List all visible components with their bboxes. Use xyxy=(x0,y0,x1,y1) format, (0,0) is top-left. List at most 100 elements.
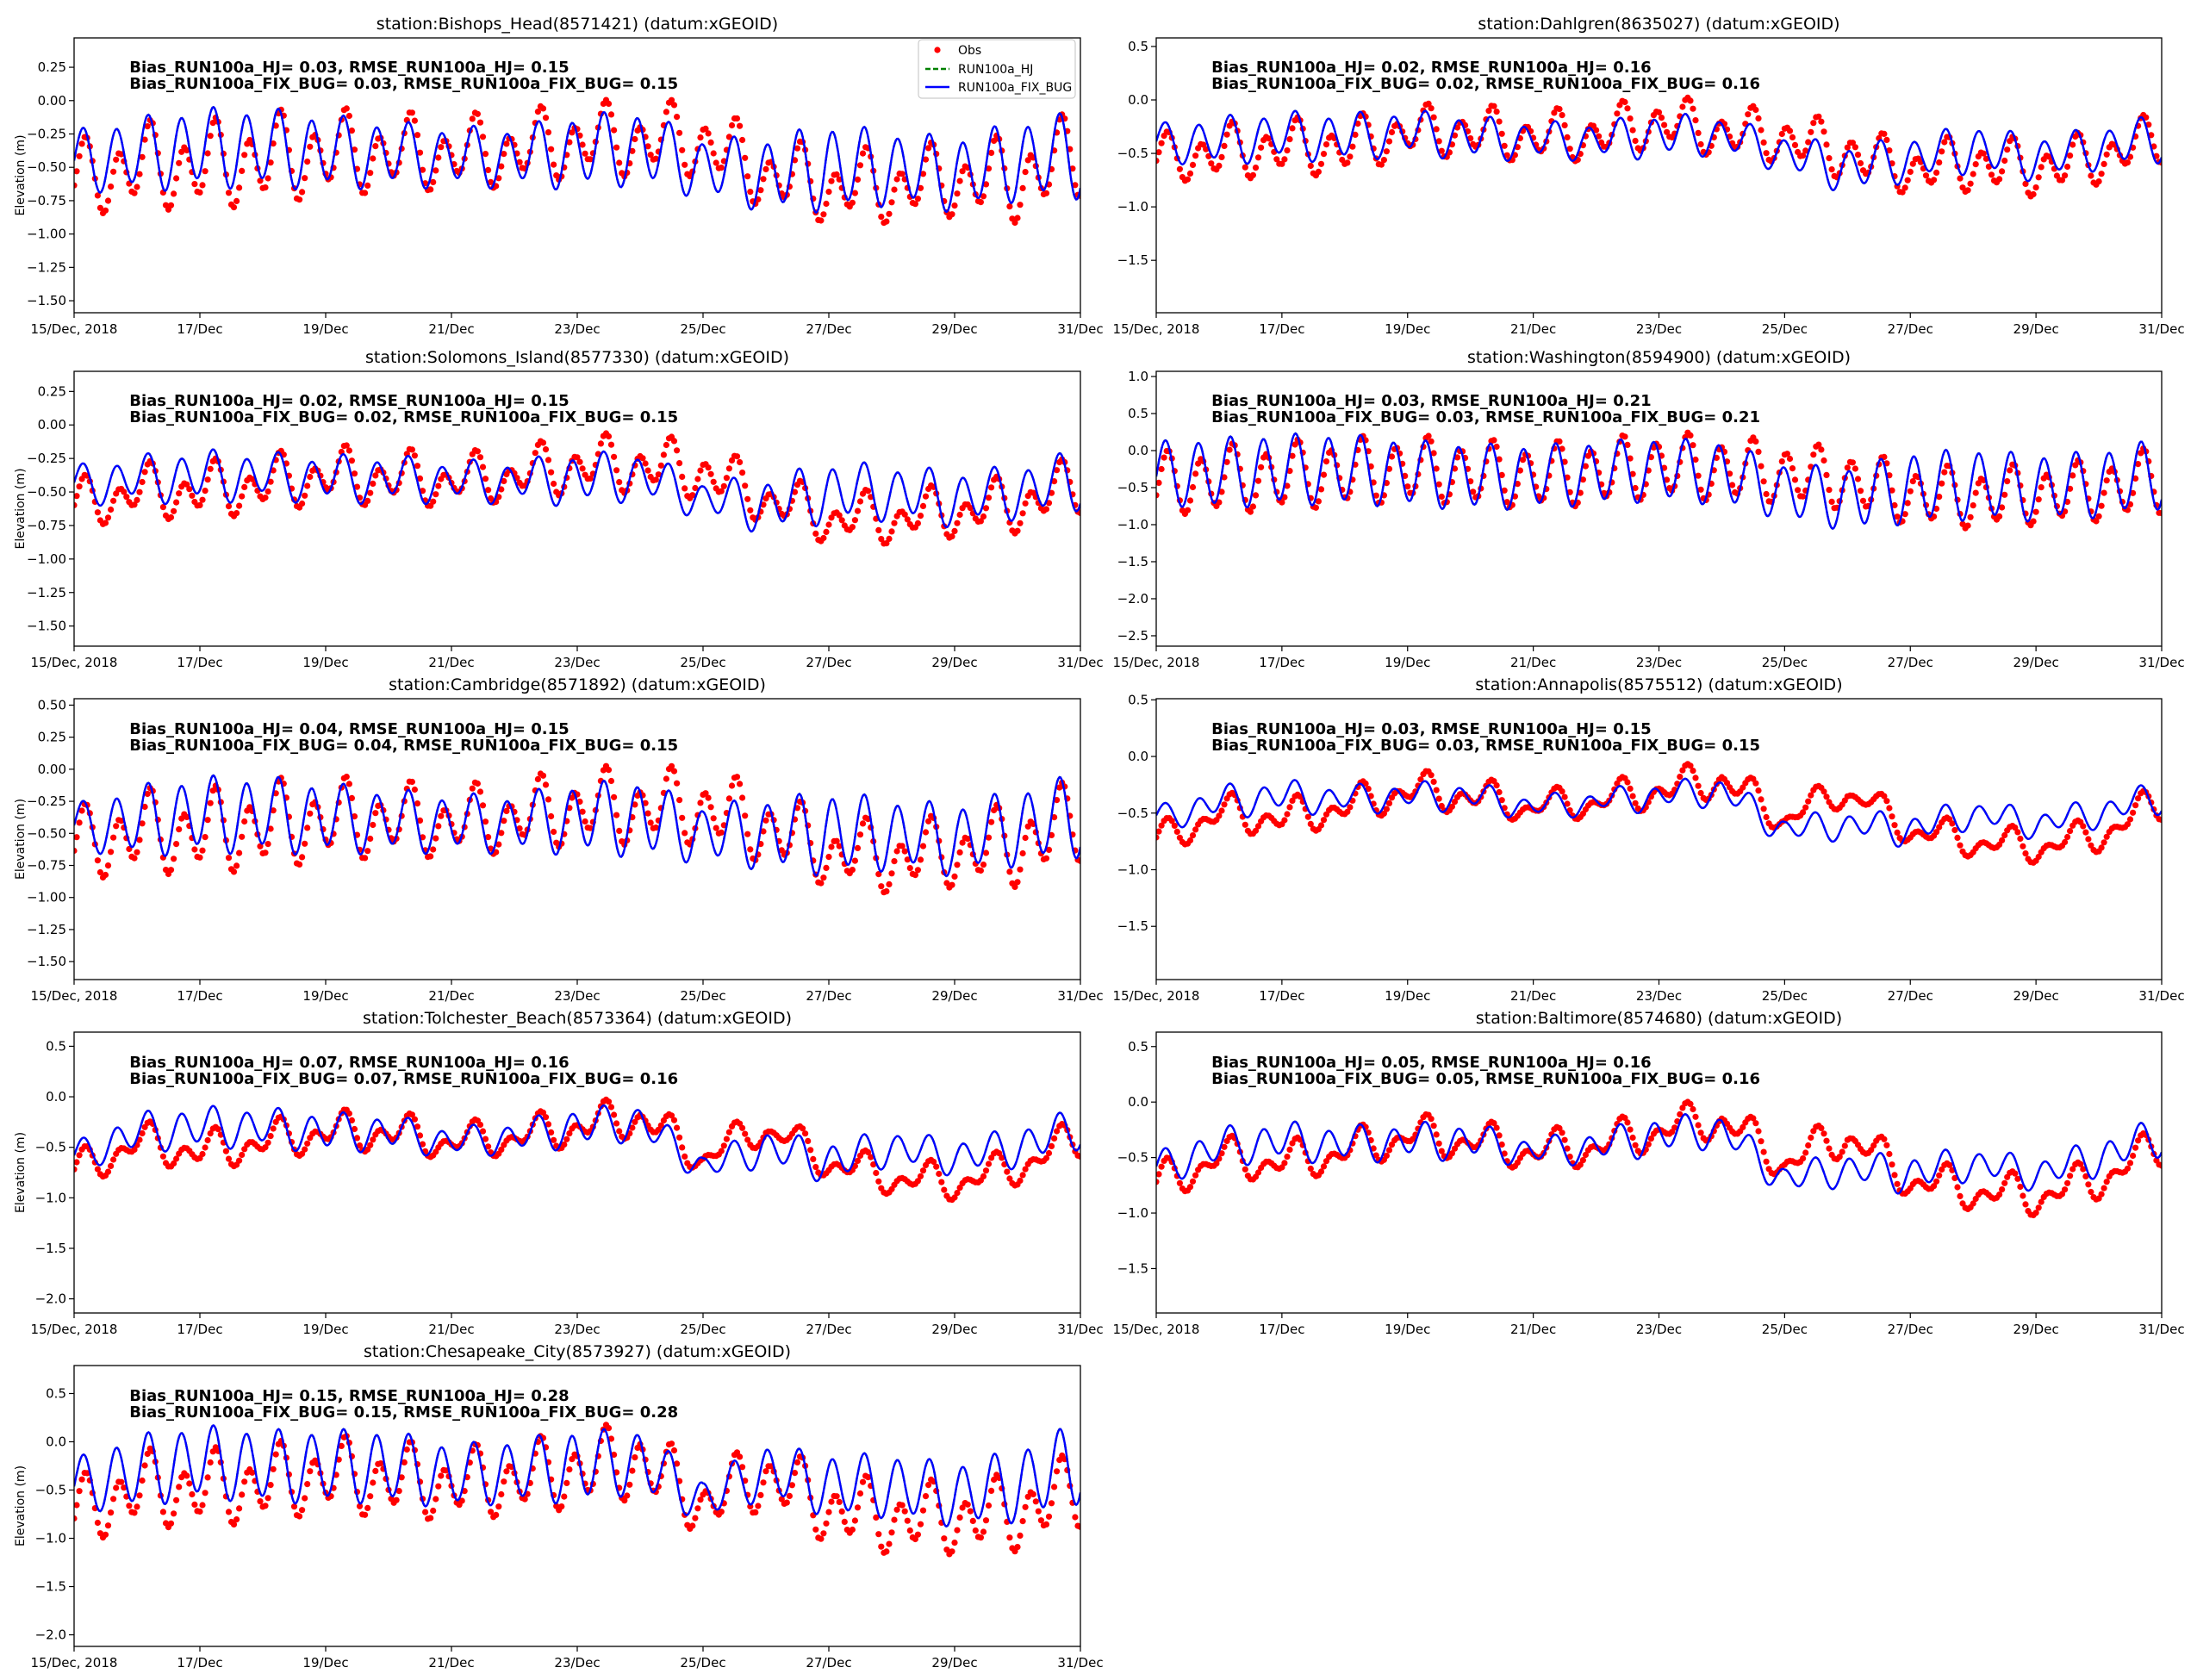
obs-point xyxy=(1755,787,1762,794)
obs-point xyxy=(2069,141,2076,148)
obs-point xyxy=(302,1495,308,1502)
obs-point xyxy=(1019,849,1026,857)
obs-point xyxy=(1859,497,1867,504)
obs-point xyxy=(1496,456,1503,463)
series-run100a-fix-bug-line xyxy=(1156,777,2162,848)
stats-annotation-hj: Bias_RUN100a_HJ= 0.04, RMSE_RUN100a_HJ= … xyxy=(129,720,569,738)
obs-point xyxy=(1493,1124,1500,1131)
obs-point xyxy=(367,170,374,177)
obs-point xyxy=(1022,1166,1029,1173)
obs-point xyxy=(2132,1144,2139,1151)
obs-point xyxy=(919,502,927,510)
obs-point xyxy=(1786,128,1794,134)
obs-point xyxy=(737,122,744,129)
obs-point xyxy=(1189,1178,1197,1185)
obs-point xyxy=(668,762,675,769)
x-tick-label: 17/Dec xyxy=(177,1322,222,1337)
obs-point xyxy=(1894,1180,1901,1187)
obs-point xyxy=(1045,1149,1053,1157)
x-tick-label: 27/Dec xyxy=(1888,655,1933,670)
obs-point xyxy=(427,186,434,193)
obs-point xyxy=(1566,488,1573,495)
obs-point xyxy=(1223,458,1230,465)
obs-point xyxy=(458,1497,465,1504)
obs-point xyxy=(364,182,371,189)
obs-point xyxy=(1996,176,2003,183)
obs-point xyxy=(356,1503,364,1509)
obs-point xyxy=(1493,782,1500,789)
obs-point xyxy=(838,1508,845,1515)
x-tick-label: 19/Dec xyxy=(302,1655,348,1671)
obs-point xyxy=(914,520,921,527)
obs-point xyxy=(1312,504,1319,511)
obs-point xyxy=(605,1098,613,1105)
obs-point xyxy=(202,1144,208,1151)
obs-point xyxy=(1017,202,1024,208)
obs-point xyxy=(949,533,955,540)
y-tick-label: −0.25 xyxy=(27,451,66,466)
obs-point xyxy=(110,1156,117,1163)
obs-point xyxy=(304,159,311,165)
obs-point xyxy=(131,1146,138,1154)
obs-point xyxy=(616,1128,623,1135)
obs-point xyxy=(78,140,85,147)
y-tick-label: −0.50 xyxy=(27,825,66,841)
obs-point xyxy=(545,129,552,136)
obs-point xyxy=(1556,106,1563,113)
obs-point xyxy=(548,812,555,820)
obs-point xyxy=(296,1513,303,1520)
obs-point xyxy=(1156,149,1162,156)
obs-point xyxy=(744,495,751,502)
obs-point xyxy=(951,527,958,535)
obs-point xyxy=(888,528,895,535)
obs-point xyxy=(728,121,736,129)
obs-point xyxy=(1498,1141,1505,1148)
obs-point xyxy=(2098,844,2105,851)
plot-area xyxy=(1156,429,2162,532)
obs-point xyxy=(836,1498,843,1505)
obs-point xyxy=(1323,141,1330,148)
obs-point xyxy=(2132,802,2139,809)
obs-point xyxy=(1883,798,1890,805)
obs-point xyxy=(1627,115,1634,122)
obs-point xyxy=(1870,1142,1877,1149)
obs-point xyxy=(949,881,955,888)
obs-point xyxy=(1022,169,1029,176)
obs-point xyxy=(134,496,140,504)
obs-point xyxy=(1690,442,1696,449)
obs-point xyxy=(1252,827,1260,834)
obs-point xyxy=(1045,1513,1053,1520)
obs-point xyxy=(272,1451,279,1458)
obs-point xyxy=(367,835,374,843)
obs-point xyxy=(914,867,921,874)
obs-point xyxy=(408,446,415,453)
obs-point xyxy=(474,110,482,117)
obs-point xyxy=(304,1140,311,1147)
obs-point xyxy=(1988,171,1995,178)
obs-point xyxy=(1323,458,1330,465)
obs-point xyxy=(1017,1177,1024,1184)
y-tick-label: −1.00 xyxy=(27,890,66,905)
obs-point xyxy=(733,115,741,122)
obs-point xyxy=(370,1136,377,1143)
obs-point xyxy=(501,151,507,158)
obs-point xyxy=(171,1510,177,1517)
obs-point xyxy=(582,818,588,825)
obs-point xyxy=(1778,130,1785,138)
obs-point xyxy=(1815,441,1822,448)
obs-point xyxy=(1664,476,1671,483)
obs-point xyxy=(1697,1129,1704,1136)
obs-point xyxy=(2001,1179,2008,1186)
obs-point xyxy=(539,1109,547,1116)
x-tick-label: 15/Dec, 2018 xyxy=(31,1322,118,1337)
panel-title: station:Dahlgren(8635027) (datum:xGEOID) xyxy=(1478,15,1839,34)
obs-point xyxy=(760,1479,767,1486)
obs-point xyxy=(1281,156,1288,163)
obs-point xyxy=(1647,1136,1654,1142)
obs-point xyxy=(689,1522,696,1529)
plot-area xyxy=(1156,1098,2162,1219)
station-panel: station:Bishops_Head(8571421) (datum:xGE… xyxy=(14,15,1104,337)
obs-point xyxy=(2058,1191,2066,1198)
obs-point xyxy=(1559,1129,1565,1136)
obs-point xyxy=(1760,478,1767,485)
